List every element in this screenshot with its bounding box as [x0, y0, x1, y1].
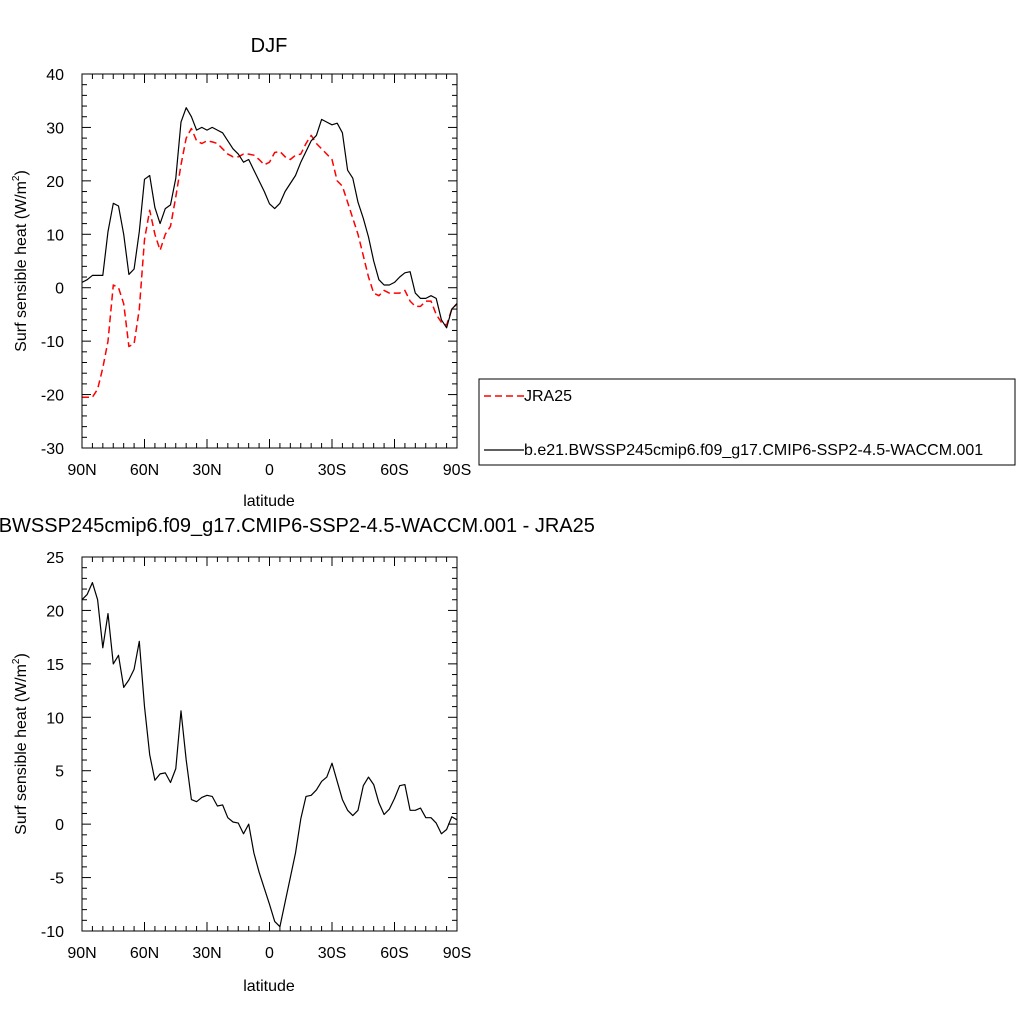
legend: JRA25 b.e21.BWSSP245cmip6.f09_g17.CMIP6-… — [478, 378, 1016, 466]
bottom-x-axis-label: latitude — [243, 978, 295, 995]
bottom-ticks — [81, 556, 458, 932]
bottom-y-axis-label-close: ) — [13, 653, 30, 658]
top-y-axis-label-sup: 2 — [11, 175, 22, 181]
x-tick-label: 90N — [67, 945, 96, 962]
top-x-axis-label: latitude — [243, 493, 295, 510]
x-tick-label: 60N — [130, 462, 159, 479]
y-tick-label: 40 — [46, 67, 64, 84]
x-tick-label: 0 — [265, 462, 274, 479]
x-tick-label: 30N — [192, 945, 221, 962]
y-tick-label: 0 — [55, 281, 64, 298]
legend-box — [478, 378, 1016, 466]
bottom-y-axis-label: Surf sensible heat (W/m2) — [11, 653, 30, 835]
top-series-line-1 — [81, 107, 458, 329]
top-y-axis-label-close: ) — [13, 170, 30, 175]
x-tick-label: 90S — [443, 945, 471, 962]
y-tick-label: 10 — [46, 227, 64, 244]
top-title: DJF — [251, 35, 288, 57]
y-tick-label: 20 — [46, 603, 64, 620]
x-tick-label: 90S — [443, 462, 471, 479]
x-tick-label: 60S — [380, 462, 408, 479]
x-tick-label: 30S — [318, 462, 346, 479]
bottom-y-axis-label-main: Surf sensible heat (W/m — [13, 664, 30, 835]
y-tick-label: -10 — [41, 924, 64, 941]
top-y-axis-label: Surf sensible heat (W/m2) — [11, 170, 30, 352]
panel-bottom: b.e21.BWSSP245cmip6.f09_g17.CMIP6-SSP2-4… — [0, 515, 595, 995]
bottom-labels: 90N 60N 30N 0 30S 60S 90S -10 -5 0 5 10 15 20 25 — [41, 550, 471, 962]
top-series-line-0 — [82, 127, 458, 398]
y-tick-label: -5 — [50, 871, 64, 888]
y-tick-label: 25 — [46, 550, 64, 567]
top-ticks — [81, 73, 458, 449]
x-tick-label: 30S — [318, 945, 346, 962]
y-tick-label: 30 — [46, 120, 64, 137]
y-tick-label: -10 — [41, 334, 64, 351]
y-tick-label: -20 — [41, 388, 64, 405]
panel-top: DJF 90N 60N 30N 0 30S 60S 90S -30 -20 -10 0 10 20 30 4… — [11, 35, 471, 510]
top-labels: 90N 60N 30N 0 30S 60S 90S -30 -20 -10 0 10 20 30 40 — [41, 67, 471, 479]
x-tick-label: 90N — [67, 462, 96, 479]
x-tick-label: 60N — [130, 945, 159, 962]
y-tick-label: 15 — [46, 657, 64, 674]
legend-label-model: b.e21.BWSSP245cmip6.f09_g17.CMIP6-SSP2-4… — [524, 442, 983, 459]
bottom-title: b.e21.BWSSP245cmip6.f09_g17.CMIP6-SSP2-4… — [0, 515, 595, 537]
top-plot-frame — [81, 73, 458, 449]
x-tick-label: 30N — [192, 462, 221, 479]
x-tick-label: 60S — [380, 945, 408, 962]
bottom-series — [81, 581, 458, 928]
y-tick-label: -30 — [41, 441, 64, 458]
top-series — [81, 107, 458, 398]
y-tick-label: 0 — [55, 817, 64, 834]
legend-label-jra25: JRA25 — [524, 388, 572, 405]
y-tick-label: 5 — [55, 764, 64, 781]
y-tick-label: 10 — [46, 710, 64, 727]
bottom-series-line-0 — [81, 581, 458, 928]
y-tick-label: 20 — [46, 174, 64, 191]
x-tick-label: 0 — [265, 945, 274, 962]
top-y-axis-label-main: Surf sensible heat (W/m — [13, 181, 30, 352]
bottom-y-axis-label-sup: 2 — [11, 658, 22, 664]
bottom-plot-frame — [81, 556, 458, 932]
